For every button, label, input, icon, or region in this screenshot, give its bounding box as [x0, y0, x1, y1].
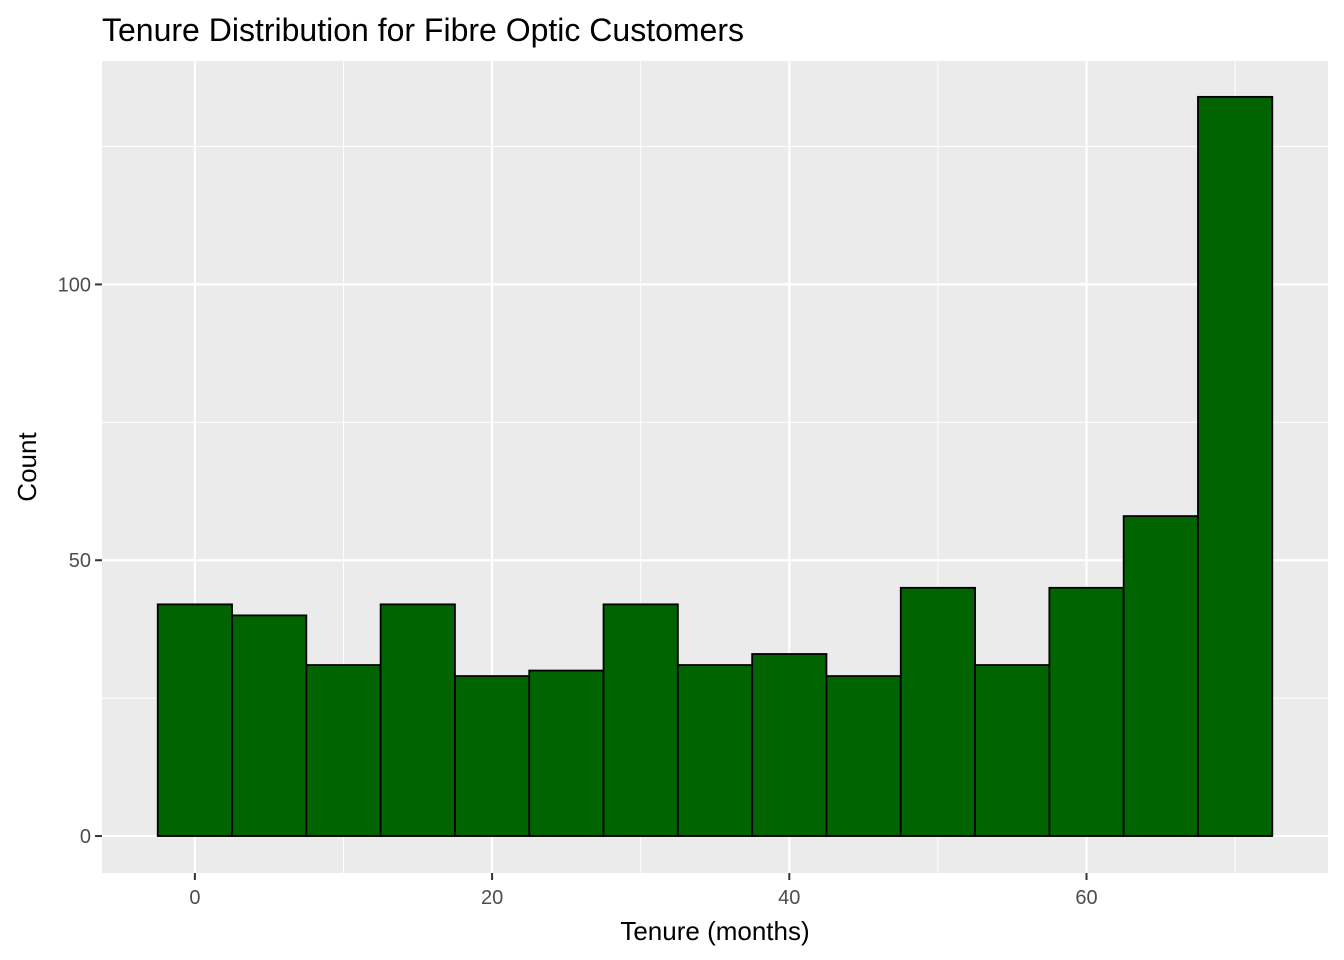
histogram-bar — [825, 675, 902, 837]
histogram-bar — [676, 664, 754, 837]
histogram-bar — [751, 653, 828, 837]
x-tick-label: 60 — [1075, 887, 1097, 909]
x-tick-label: 40 — [778, 887, 800, 909]
histogram-bar — [899, 586, 976, 837]
histogram-bars — [156, 95, 1274, 837]
y-axis-title: Count — [12, 432, 42, 502]
histogram-bar — [379, 603, 456, 837]
x-axis: 0 20 40 60 — [189, 873, 1098, 909]
y-tick-label: 50 — [69, 550, 91, 572]
histogram-bar — [1122, 515, 1199, 837]
histogram-bar — [454, 675, 531, 837]
chart-title: Tenure Distribution for Fibre Optic Cust… — [102, 12, 744, 48]
histogram-bar — [1197, 95, 1274, 837]
histogram-bar — [231, 614, 308, 837]
x-tick-label: 20 — [481, 887, 503, 909]
histogram-bar — [305, 664, 382, 837]
histogram-bar — [528, 669, 605, 837]
histogram-bar — [1048, 586, 1125, 837]
y-axis: 0 50 100 — [58, 274, 102, 848]
histogram-bar — [156, 603, 233, 837]
histogram-bar — [974, 664, 1051, 837]
y-tick-label: 0 — [80, 826, 91, 848]
x-tick-label: 0 — [189, 887, 200, 909]
x-axis-title: Tenure (months) — [620, 916, 809, 946]
y-tick-label: 100 — [58, 274, 91, 296]
histogram-bar — [602, 603, 679, 837]
